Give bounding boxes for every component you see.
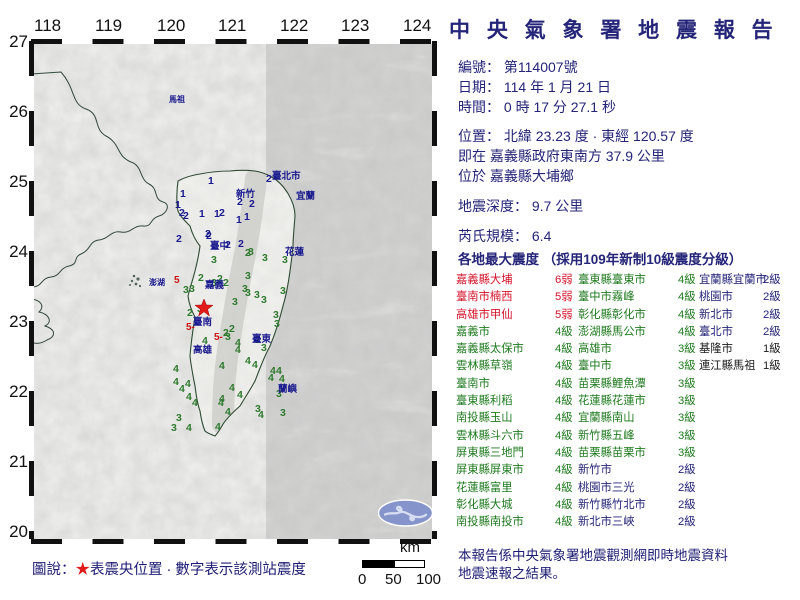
svg-text:4: 4: [229, 382, 235, 394]
svg-text:4: 4: [186, 422, 192, 434]
svg-text:1: 1: [214, 208, 220, 220]
svg-text:1: 1: [180, 188, 186, 200]
svg-text:3: 3: [211, 254, 217, 266]
svg-text:2: 2: [219, 207, 225, 219]
svg-text:蘭嶼: 蘭嶼: [278, 383, 298, 395]
svg-text:4: 4: [235, 344, 241, 356]
svg-text:4: 4: [252, 359, 258, 371]
svg-text:2: 2: [198, 272, 204, 284]
svg-text:臺南: 臺南: [193, 316, 213, 328]
svg-text:高雄: 高雄: [193, 344, 213, 356]
svg-text:3: 3: [280, 285, 286, 297]
svg-text:新竹: 新竹: [236, 188, 256, 200]
svg-text:1: 1: [208, 175, 214, 187]
svg-text:3: 3: [245, 287, 251, 299]
svg-text:臺中: 臺中: [210, 240, 229, 252]
svg-text:臺東: 臺東: [252, 333, 272, 345]
svg-text:4: 4: [225, 406, 231, 418]
svg-text:4: 4: [173, 376, 179, 388]
svg-text:4: 4: [173, 363, 179, 375]
svg-text:3: 3: [274, 318, 280, 330]
svg-text:3: 3: [189, 283, 195, 295]
svg-text:4: 4: [192, 397, 198, 409]
svg-text:臺北市: 臺北市: [272, 170, 301, 182]
svg-text:3: 3: [262, 252, 268, 264]
svg-text:4: 4: [186, 391, 192, 403]
svg-text:3: 3: [176, 412, 182, 424]
svg-text:5: 5: [174, 275, 180, 286]
svg-text:嘉義: 嘉義: [204, 279, 225, 291]
svg-text:2: 2: [183, 210, 189, 222]
svg-text:5-: 5-: [214, 332, 223, 343]
svg-text:2: 2: [205, 228, 211, 240]
svg-text:4: 4: [185, 378, 191, 390]
svg-text:1: 1: [244, 211, 250, 223]
svg-text:1: 1: [175, 199, 181, 211]
svg-text:馬祖: 馬祖: [169, 94, 185, 104]
svg-text:4: 4: [276, 365, 282, 377]
svg-text:4: 4: [268, 372, 274, 384]
svg-text:澎湖: 澎湖: [149, 277, 165, 287]
svg-text:2: 2: [238, 238, 244, 250]
svg-text:3: 3: [171, 422, 177, 434]
svg-text:4: 4: [237, 389, 243, 401]
svg-text:4: 4: [219, 393, 225, 405]
svg-text:3: 3: [280, 407, 286, 419]
svg-text:花蓮: 花蓮: [285, 246, 305, 258]
svg-text:5-: 5-: [186, 322, 195, 333]
svg-text:1: 1: [199, 208, 205, 220]
svg-text:2: 2: [176, 233, 182, 245]
svg-text:4: 4: [215, 421, 221, 433]
svg-text:4: 4: [219, 360, 225, 372]
svg-text:宜蘭: 宜蘭: [296, 190, 316, 202]
svg-text:3: 3: [254, 289, 260, 301]
svg-text:3: 3: [261, 294, 267, 306]
svg-text:3: 3: [232, 296, 238, 308]
svg-text:2: 2: [229, 323, 235, 335]
svg-text:1: 1: [236, 214, 242, 226]
svg-text:3: 3: [248, 246, 254, 258]
svg-text:4: 4: [245, 355, 251, 367]
svg-text:3: 3: [255, 403, 261, 415]
svg-text:3: 3: [245, 270, 251, 282]
